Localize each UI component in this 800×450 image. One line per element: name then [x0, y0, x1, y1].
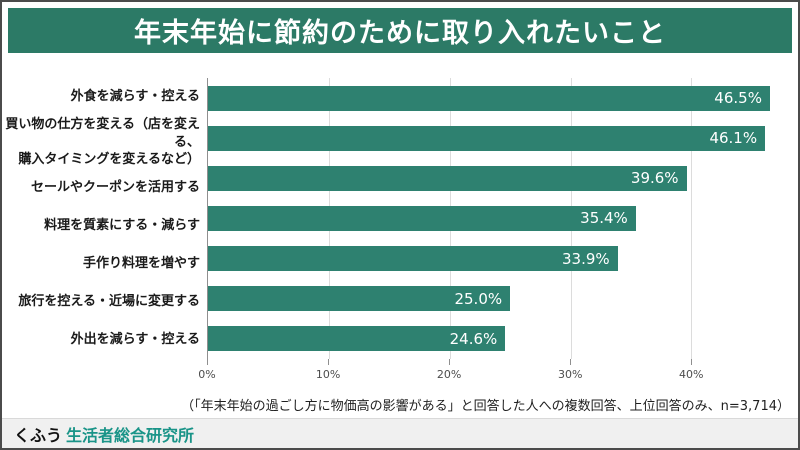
x-tick [570, 359, 572, 365]
bars: 46.5% 46.1% 39.6% 35.4% 33.9% 25.0% 24.6% [208, 78, 776, 359]
bar: 39.6% [208, 165, 687, 191]
category-label: 旅行を控える・近場に変更する [18, 294, 200, 310]
bar-row: 35.4% [208, 198, 776, 238]
bar-row: 25.0% [208, 279, 776, 319]
plot-area: 46.5% 46.1% 39.6% 35.4% 33.9% 25.0% 24.6% [207, 78, 776, 359]
bar-value-label: 24.6% [449, 329, 498, 348]
bar: 46.5% [208, 85, 770, 111]
category-label: 外出を減らす・控える [70, 332, 200, 348]
bar: 24.6% [208, 326, 506, 352]
page-title: 年末年始に節約のために取り入れたいこと [134, 18, 666, 49]
bar: 46.1% [208, 125, 766, 151]
x-tick [207, 359, 208, 365]
category-label: 買い物の仕方を変える（店を変える、 購入タイミングを変えるなど） [5, 117, 200, 168]
x-tick-label: 40% [679, 368, 704, 381]
bar-row: 46.1% [208, 118, 776, 158]
bar-row: 39.6% [208, 158, 776, 198]
bar-value-label: 35.4% [580, 209, 628, 228]
chart-footnote: （「年末年始の過ごし方に物価高の影響がある」と回答した人への複数回答、上位回答の… [181, 399, 790, 414]
category-label: 外食を減らす・控える [70, 89, 200, 105]
x-tick [691, 359, 693, 365]
bar: 33.9% [208, 246, 618, 272]
bar-value-label: 39.6% [630, 169, 679, 188]
x-tick-label: 0% [198, 368, 216, 381]
bar-value-label: 33.9% [562, 249, 610, 268]
bar-value-label: 46.1% [709, 129, 758, 148]
brand-logo-kufu: くふう [14, 425, 63, 445]
category-label: 料理を質素にする・減らす [44, 218, 200, 234]
bar-chart: 外食を減らす・控える買い物の仕方を変える（店を変える、 購入タイミングを変えるな… [2, 78, 798, 385]
bar: 35.4% [208, 205, 636, 231]
bar-value-label: 46.5% [714, 89, 762, 108]
x-tick-label: 30% [557, 368, 583, 381]
x-tick [449, 359, 451, 365]
chart-body: 外食を減らす・控える買い物の仕方を変える（店を変える、 購入タイミングを変えるな… [2, 78, 798, 359]
x-axis: 0% 10% 20% 30% 40% [198, 359, 776, 385]
bar-row: 33.9% [208, 239, 776, 279]
category-labels: 外食を減らす・控える買い物の仕方を変える（店を変える、 購入タイミングを変えるな… [2, 78, 207, 359]
bar-row: 46.5% [208, 78, 776, 118]
category-label: セールやクーポンを活用する [30, 179, 200, 195]
x-tick-label: 10% [315, 368, 341, 381]
x-tick-label: 20% [436, 368, 462, 381]
brand-logo-institute: 生活者総合研究所 [66, 425, 195, 445]
bar: 25.0% [208, 286, 511, 312]
bar-value-label: 25.0% [454, 289, 503, 308]
bar-row: 24.6% [208, 319, 776, 359]
footer-bar: くふう 生活者総合研究所 [2, 418, 798, 448]
category-label: 手作り料理を増やす [82, 256, 200, 272]
x-tick [328, 359, 330, 365]
title-banner: 年末年始に節約のために取り入れたいこと [8, 8, 792, 53]
gridline [691, 78, 693, 359]
